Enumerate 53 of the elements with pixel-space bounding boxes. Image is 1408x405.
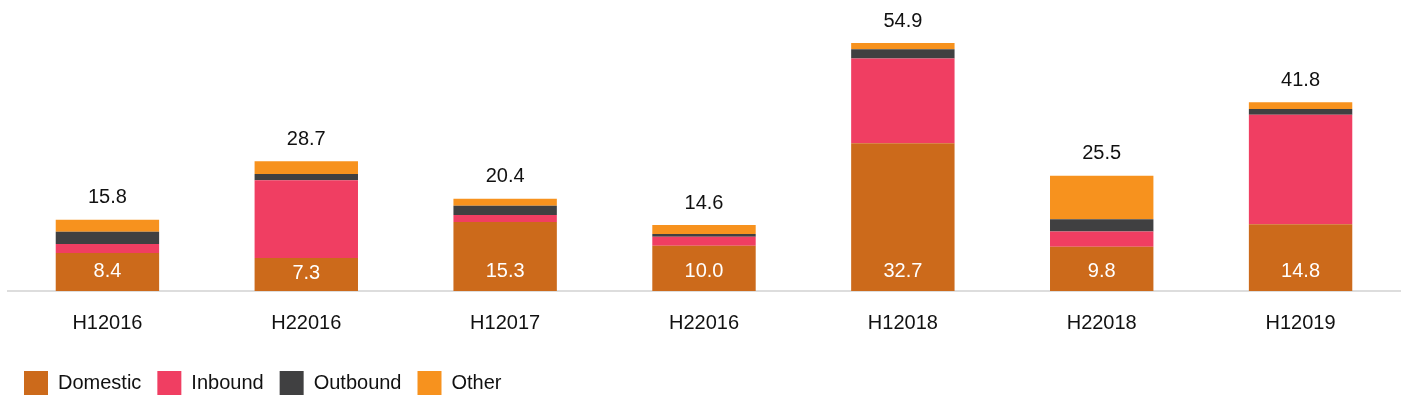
bar: [652, 234, 756, 237]
bar: [851, 143, 955, 291]
bar: [1248, 224, 1353, 291]
bar: [254, 174, 358, 181]
bar: [453, 215, 557, 222]
bar: [652, 236, 756, 246]
total-label: 54.9: [883, 8, 923, 31]
x-tick-label: H12019: [1265, 310, 1336, 333]
x-tick-label: H22016: [668, 310, 740, 333]
data-label: 7.3: [292, 260, 321, 283]
bar: [1248, 102, 1353, 109]
bar: [1050, 219, 1154, 232]
total-label: 28.7: [286, 126, 326, 149]
bar: [1248, 114, 1353, 225]
x-tick-label: H22018: [1066, 310, 1137, 333]
data-label: 9.8: [1087, 258, 1116, 281]
bar: [55, 219, 160, 232]
total-label: 15.8: [87, 185, 127, 208]
legend-label: Inbound: [191, 370, 264, 393]
bar: [851, 43, 955, 50]
bar: [851, 49, 955, 59]
bar: [652, 225, 756, 235]
bar: [55, 231, 160, 245]
legend-label: Outbound: [313, 370, 402, 393]
total-label: 14.6: [684, 190, 724, 213]
x-tick-label: H12017: [470, 310, 541, 333]
bar: [55, 253, 160, 291]
bar: [652, 245, 756, 291]
data-label: 32.7: [883, 258, 923, 281]
bar: [254, 258, 358, 291]
data-label: 8.4: [93, 258, 122, 281]
total-label: 25.5: [1082, 141, 1122, 164]
bar: [1050, 175, 1154, 220]
bar: [453, 205, 557, 216]
data-label: 15.3: [485, 258, 525, 281]
bar: [254, 180, 358, 259]
data-label: 10.0: [684, 258, 724, 281]
bar: [254, 161, 358, 175]
total-label: 41.8: [1281, 67, 1321, 90]
data-label: 14.8: [1281, 258, 1321, 281]
x-tick-label: H12016: [72, 310, 143, 333]
legend-label: Domestic: [58, 370, 142, 393]
bar: [851, 58, 955, 144]
bar: [55, 244, 160, 254]
bar: [453, 221, 557, 291]
x-tick-label: H22016: [271, 310, 342, 333]
total-label: 20.4: [485, 164, 525, 187]
bar: [1050, 231, 1154, 247]
x-tick-label: H12018: [867, 310, 938, 333]
bar: [453, 198, 557, 206]
bar: [1248, 108, 1353, 115]
bar: [1050, 246, 1154, 291]
legend-label: Other: [451, 370, 502, 393]
